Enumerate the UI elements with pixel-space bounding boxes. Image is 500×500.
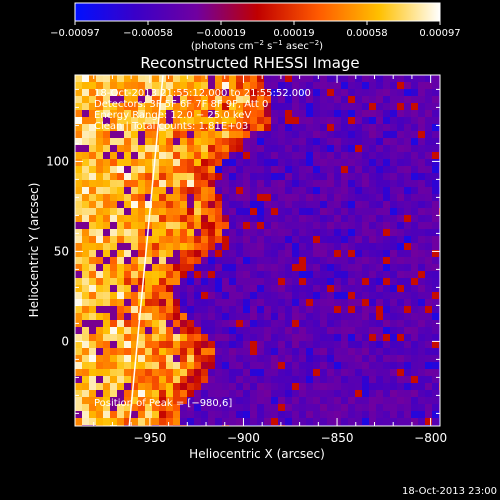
x-axis-label: Heliocentric X (arcsec) — [189, 447, 325, 461]
colorbar-tick-label: 0.00019 — [273, 28, 314, 39]
annotation-clean-counts: Clean | Total counts: 1.81E+03 — [94, 121, 248, 132]
colorbar-tick-label: 0.00097 — [419, 28, 460, 39]
colorbar: −0.00097 −0.00058 −0.00019 0.00019 0.00058 0.… — [50, 2, 461, 52]
colorbar-tick-label: −0.00019 — [196, 28, 246, 39]
colorbar-tick-label: −0.00097 — [50, 28, 100, 39]
chart-title: Reconstructed RHESSI Image — [140, 54, 359, 72]
annotation-detectors: Detectors: 3F 5F 6F 7F 8F 9F, Att 0 — [94, 99, 268, 110]
y-tick-label: 0 — [61, 334, 69, 348]
y-tick-label: 100 — [46, 154, 69, 168]
colorbar-unit-label: (photons cm−2 s−1 asec−2) — [191, 39, 323, 52]
x-tick-label: −950 — [133, 431, 166, 445]
x-tick-label: −850 — [321, 431, 354, 445]
timestamp: 18-Oct-2013 23:00 — [402, 486, 497, 497]
solar-limb-line — [128, 75, 164, 426]
colorbar-gradient — [74, 2, 441, 22]
colorbar-tick-label: 0.00058 — [346, 28, 387, 39]
x-tick-label: −800 — [414, 431, 447, 445]
x-tick-label: −900 — [227, 431, 260, 445]
peak-position-label: Position of Peak = [−980,6] — [94, 398, 232, 409]
plot-area: −950 −900 −850 −800 0 50 100 — [46, 74, 447, 445]
y-axis-label: Heliocentric Y (arcsec) — [27, 183, 41, 318]
info-annotations: 18-Oct-2013 21:55:12.000 to 21:55:52.000… — [94, 88, 311, 409]
annotation-time-range: 18-Oct-2013 21:55:12.000 to 21:55:52.000 — [94, 88, 311, 99]
colorbar-tick-label: −0.00058 — [123, 28, 173, 39]
y-tick-label: 50 — [54, 244, 69, 258]
annotation-energy-range: Energy Range: 12.0 − 25.0 keV — [94, 110, 251, 121]
plot-frame — [74, 74, 441, 427]
heatmap-image — [75, 75, 440, 426]
